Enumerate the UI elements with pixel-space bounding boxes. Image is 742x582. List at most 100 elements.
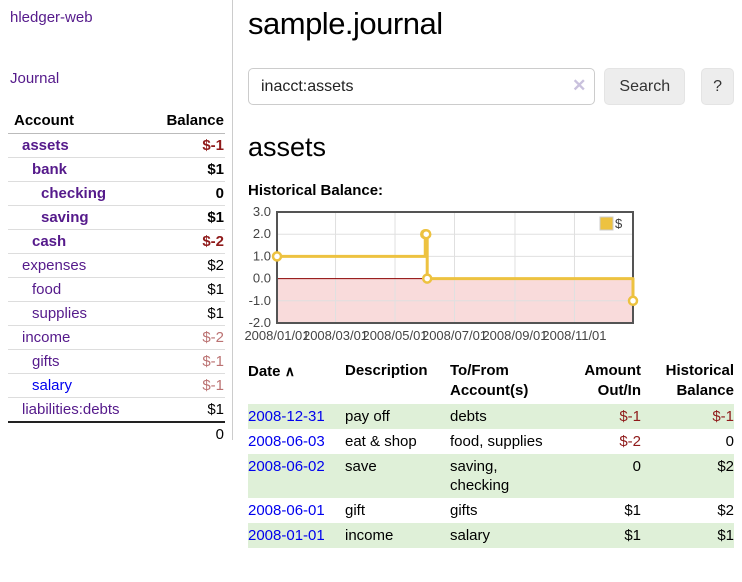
- account-link-bank[interactable]: bank: [32, 161, 68, 178]
- account-row: food $1: [8, 277, 225, 302]
- account-row: assets $-1: [8, 133, 225, 158]
- transaction-description: save: [345, 454, 450, 498]
- transaction-description: pay off: [345, 404, 450, 429]
- register-header-amount: Amount Out/In: [584, 362, 641, 399]
- account-row: bank $1: [8, 157, 225, 182]
- accounts-table: Account Balance assets $-1 bank $1 check…: [8, 109, 225, 446]
- account-balance: $-1: [145, 349, 225, 374]
- transaction-date-link[interactable]: 2008-01-01: [248, 527, 325, 544]
- accounts-header-account: Account: [8, 109, 146, 134]
- account-row: cash $-2: [8, 229, 225, 254]
- transaction-balance: $2: [641, 454, 734, 498]
- account-link-gifts[interactable]: gifts: [32, 353, 60, 370]
- account-link-supplies[interactable]: supplies: [32, 305, 88, 322]
- transaction-balance: $2: [717, 502, 734, 519]
- sidebar: hledger-web Journal Account Balance asse…: [0, 0, 233, 443]
- transaction-description: gift: [345, 502, 366, 519]
- register-header-row: Date ∧ Description To/From Account(s) Am…: [248, 359, 734, 404]
- account-balance: $1: [145, 277, 225, 302]
- account-balance: 0: [145, 181, 225, 206]
- page-title: sample.journal: [248, 6, 443, 41]
- account-link-assets[interactable]: assets: [22, 137, 69, 154]
- transaction-date-link[interactable]: 2008-06-02: [248, 458, 325, 475]
- account-balance: $2: [145, 253, 225, 278]
- account-row: expenses $2: [8, 253, 225, 278]
- svg-text:-2.0: -2.0: [249, 315, 271, 330]
- account-row: gifts $-1: [8, 349, 225, 374]
- account-link-liabilities-debts[interactable]: liabilities:debts: [22, 401, 120, 418]
- register-header-balance: Historical Balance: [665, 362, 734, 399]
- transaction-accounts: food, supplies: [450, 433, 543, 450]
- search-button[interactable]: Search: [604, 68, 686, 105]
- account-row: salary $-1: [8, 373, 225, 398]
- main-content: sample.journal ✕ Search ? assets Histori…: [244, 0, 734, 548]
- account-row: saving $1: [8, 205, 225, 230]
- balance-chart-svg: $3.0 2.0 1.0 0.0 -1.0 -2.02008/01/012008/03/0…: [244, 204, 639, 343]
- account-balance: $1: [145, 205, 225, 230]
- clear-search-icon[interactable]: ✕: [572, 76, 587, 95]
- account-balance: $1: [145, 157, 225, 182]
- register-row: 2008-06-01 gift gifts $1 $2: [248, 498, 734, 523]
- transaction-date-link[interactable]: 2008-06-03: [248, 433, 325, 450]
- legend-swatch-icon: [599, 216, 614, 231]
- account-balance: $-1: [145, 133, 225, 158]
- accounts-total-value: 0: [215, 426, 224, 443]
- transaction-accounts: saving, checking: [450, 454, 560, 498]
- transaction-balance: $1: [641, 523, 734, 548]
- account-balance: $-2: [145, 325, 225, 350]
- register-header-accounts: To/From Account(s): [450, 362, 529, 399]
- svg-text:2008/05/01: 2008/05/01: [362, 328, 427, 343]
- register-header-description: Description: [345, 362, 428, 379]
- account-row: income $-2: [8, 325, 225, 350]
- transaction-amount: 0: [560, 454, 641, 498]
- account-link-food[interactable]: food: [32, 281, 62, 298]
- balance-chart: $3.0 2.0 1.0 0.0 -1.0 -2.0 2008/01/01 2008/03/0…: [240, 204, 670, 349]
- account-balance: $1: [145, 397, 225, 423]
- account-page-title: assets: [248, 132, 327, 162]
- transaction-balance: 0: [725, 433, 734, 450]
- transaction-accounts: gifts: [450, 502, 478, 519]
- account-balance: $-1: [145, 373, 225, 398]
- svg-text:2.0: 2.0: [253, 226, 271, 241]
- register-row: 2008-06-02 save saving, checking 0 $2: [248, 454, 734, 498]
- svg-text:2008/07/01: 2008/07/01: [422, 328, 487, 343]
- register-row: 2008-01-01 income salary $1 $1: [248, 523, 734, 548]
- account-row: liabilities:debts $1: [8, 397, 225, 423]
- register-row: 2008-12-31 pay off debts $-1 $-1: [248, 404, 734, 429]
- account-link-income[interactable]: income: [22, 329, 71, 346]
- account-row: supplies $1: [8, 301, 225, 326]
- register-header-date[interactable]: Date ∧: [248, 363, 295, 380]
- app-brand-link[interactable]: hledger-web: [10, 9, 93, 26]
- svg-text:2008/03/01: 2008/03/01: [303, 328, 368, 343]
- sort-ascending-icon: ∧: [284, 363, 295, 379]
- account-link-checking[interactable]: checking: [41, 185, 107, 202]
- sidebar-item-journal[interactable]: Journal: [10, 70, 60, 87]
- transaction-date-link[interactable]: 2008-12-31: [248, 408, 325, 425]
- transaction-accounts: debts: [450, 404, 560, 429]
- account-link-saving[interactable]: saving: [41, 209, 89, 226]
- svg-text:$: $: [615, 216, 623, 231]
- transaction-accounts: salary: [450, 523, 560, 548]
- transaction-balance: $-1: [641, 404, 734, 429]
- accounts-table-header: Account Balance: [8, 109, 225, 134]
- chart-title: Historical Balance:: [248, 182, 384, 199]
- transaction-description: income: [345, 523, 450, 548]
- account-link-salary[interactable]: salary: [32, 377, 73, 394]
- account-link-expenses[interactable]: expenses: [22, 257, 87, 274]
- svg-text:3.0: 3.0: [253, 204, 271, 219]
- register-table: Date ∧ Description To/From Account(s) Am…: [248, 359, 734, 548]
- svg-text:-1.0: -1.0: [249, 293, 271, 308]
- search-input[interactable]: [248, 68, 596, 105]
- help-button[interactable]: ?: [701, 68, 734, 105]
- account-link-cash[interactable]: cash: [32, 233, 67, 250]
- transaction-description: eat & shop: [345, 433, 417, 450]
- svg-text:2008/01/01: 2008/01/01: [244, 328, 309, 343]
- svg-text:2008/11/01: 2008/11/01: [542, 328, 606, 343]
- svg-text:2008/09/01: 2008/09/01: [482, 328, 547, 343]
- transaction-date-link[interactable]: 2008-06-01: [248, 502, 325, 519]
- svg-text:0.0: 0.0: [253, 271, 271, 286]
- transaction-amount: $-1: [560, 404, 641, 429]
- svg-text:1.0: 1.0: [253, 248, 271, 263]
- transaction-amount: $1: [624, 502, 641, 519]
- accounts-total-row: 0: [8, 422, 225, 446]
